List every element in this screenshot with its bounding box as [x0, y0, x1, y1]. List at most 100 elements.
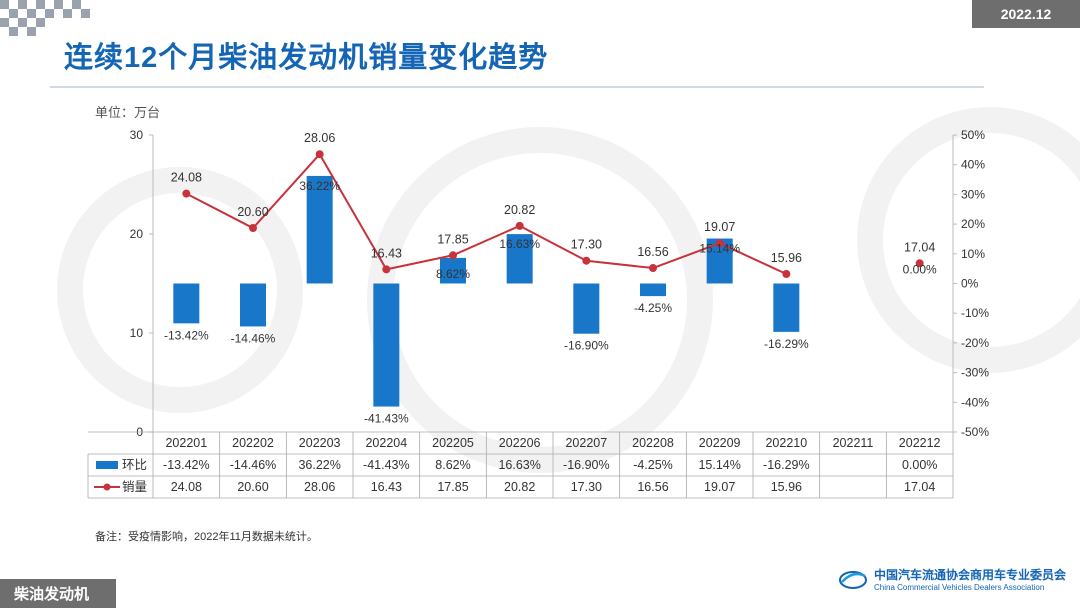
table-category-202205: 202205 — [432, 436, 474, 450]
table-cell-mom: -16.29% — [763, 458, 810, 472]
bar-data-label: 15.14% — [699, 242, 740, 256]
right-tick-label: 40% — [961, 158, 985, 172]
bar-data-label: -16.29% — [764, 337, 809, 351]
bar-202207 — [573, 283, 600, 334]
left-tick-label: 10 — [130, 326, 144, 340]
right-tick-label: -40% — [961, 395, 989, 409]
line-data-label: 20.60 — [237, 205, 268, 219]
line-segment — [252, 153, 321, 229]
line-point-202207 — [582, 256, 591, 265]
right-tick-label: -20% — [961, 336, 989, 350]
bar-data-label: -16.90% — [564, 339, 609, 353]
bar-data-label: -14.46% — [231, 331, 276, 345]
line-data-label: 16.56 — [637, 245, 668, 259]
table-cell-mom: -13.42% — [163, 458, 210, 472]
table-category-202212: 202212 — [899, 436, 941, 450]
line-segment — [318, 153, 388, 270]
line-data-label: 16.43 — [371, 246, 402, 260]
right-tick-label: -10% — [961, 306, 989, 320]
right-tick-label: -30% — [961, 366, 989, 380]
line-data-label: 17.85 — [437, 232, 468, 246]
table-cell-sales: 15.96 — [771, 480, 802, 494]
org-name-cn: 中国汽车流通协会商用车专业委员会 — [873, 568, 1066, 582]
table-category-202202: 202202 — [232, 436, 274, 450]
org-logo: 中国汽车流通协会商用车专业委员会 China Commercial Vehicl… — [838, 566, 1066, 592]
line-segment — [386, 254, 454, 271]
legend-line-name: 销量 — [122, 480, 147, 494]
legend-bar-swatch-icon — [96, 461, 118, 469]
bar-202205 — [440, 257, 466, 284]
table-cell-sales: 19.07 — [704, 480, 735, 494]
line-segment — [652, 242, 721, 269]
line-data-label: 19.07 — [704, 220, 735, 234]
line-point-202201 — [182, 189, 191, 198]
bar-data-label: -41.43% — [364, 412, 409, 426]
line-data-label: 17.04 — [904, 240, 935, 254]
legend-line-marker-icon — [103, 483, 111, 491]
line-point-202208 — [649, 264, 657, 273]
bar-202204 — [373, 283, 400, 407]
right-tick-label: -50% — [961, 425, 989, 439]
table-cell-mom: 36.22% — [298, 458, 340, 472]
legend-bar-name: 环比 — [122, 458, 147, 472]
right-tick-label: 0% — [961, 277, 979, 291]
table-cell-mom: -41.43% — [363, 458, 410, 472]
right-tick-label: 20% — [961, 217, 985, 231]
line-segment — [185, 192, 254, 229]
table-category-202201: 202201 — [165, 436, 207, 450]
right-tick-label: 10% — [961, 247, 985, 261]
bar-202201 — [173, 283, 200, 324]
table-cell-mom: 16.63% — [498, 458, 540, 472]
line-data-label: 24.08 — [171, 171, 202, 185]
table-cell-sales: 16.43 — [371, 480, 402, 494]
line-segment — [452, 224, 521, 257]
bar-data-label: 36.22% — [299, 179, 340, 193]
bar-data-label: 8.62% — [436, 267, 470, 281]
bar-202208 — [640, 283, 666, 297]
table-cell-mom: 8.62% — [435, 458, 470, 472]
footnote: 备注：受疫情影响，2022年11月数据未统计。 — [95, 531, 318, 543]
table-category-202211: 202211 — [833, 436, 874, 450]
bar-data-label: -4.25% — [634, 301, 672, 315]
table-cell-sales: 20.82 — [504, 480, 535, 494]
table-cell-sales: 28.06 — [304, 480, 335, 494]
bar-202210 — [773, 283, 800, 332]
table-cell-sales: 17.85 — [437, 480, 468, 494]
table-cell-mom: -16.90% — [563, 458, 610, 472]
bar-data-label: 0.00% — [903, 263, 937, 277]
line-segment — [586, 259, 654, 270]
bar-data-label: 16.63% — [499, 237, 540, 251]
table-category-202203: 202203 — [299, 436, 341, 450]
left-tick-label: 20 — [130, 227, 144, 241]
section-tag: 柴油发动机 — [0, 579, 116, 608]
table-category-202204: 202204 — [365, 436, 407, 450]
line-point-202203 — [315, 150, 324, 159]
table-cell-mom: 15.14% — [698, 458, 740, 472]
table-category-202208: 202208 — [632, 436, 674, 450]
table-cell-sales: 24.08 — [171, 480, 202, 494]
table-category-202209: 202209 — [699, 436, 741, 450]
line-point-202205 — [449, 251, 457, 260]
table-cell-sales: 16.56 — [637, 480, 668, 494]
bar-202203 — [306, 175, 333, 284]
cvda-logo-icon — [838, 568, 868, 590]
table-cell-sales: 17.04 — [904, 480, 935, 494]
bar-data-label: -13.42% — [164, 328, 209, 342]
line-data-label: 17.30 — [571, 238, 602, 252]
unit-label: 单位：万台 — [95, 105, 161, 120]
right-tick-label: 50% — [961, 128, 985, 142]
table-cell-sales: 17.30 — [571, 480, 602, 494]
line-point-202206 — [515, 221, 524, 230]
line-segment — [719, 242, 787, 275]
line-data-label: 20.82 — [504, 203, 535, 217]
bar-202206 — [506, 234, 533, 284]
corner-logo-squares — [0, 0, 90, 36]
line-point-202210 — [782, 269, 791, 278]
line-point-202212 — [915, 259, 924, 268]
page-title: 连续12个月柴油发动机销量变化趋势 — [64, 42, 549, 74]
line-data-label: 15.96 — [771, 251, 802, 265]
bar-202202 — [240, 283, 266, 327]
left-tick-label: 30 — [130, 128, 144, 142]
table-category-202206: 202206 — [499, 436, 541, 450]
